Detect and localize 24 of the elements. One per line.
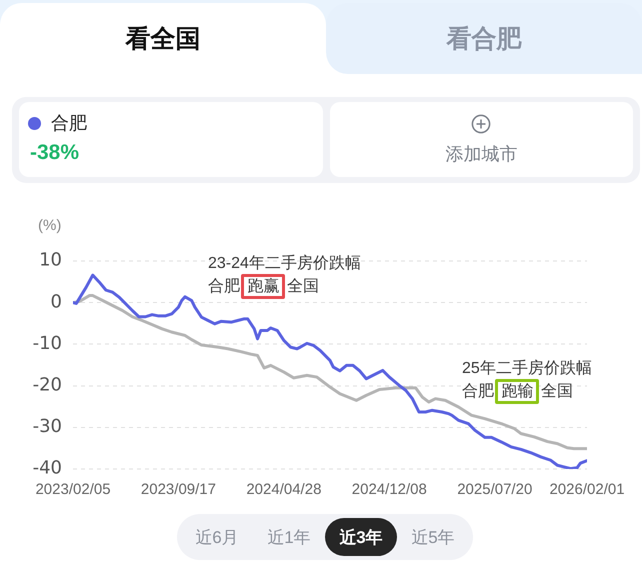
y-tick-label: 0 bbox=[50, 291, 62, 312]
y-tick-label: -20 bbox=[32, 374, 62, 396]
y-tick-label: -40 bbox=[32, 458, 62, 479]
x-tick-label: 2024/12/08 bbox=[352, 481, 427, 498]
annotation: 合肥 跑赢 全国 bbox=[208, 276, 319, 297]
range-button[interactable]: 近6月 bbox=[181, 518, 253, 556]
annotation: 25年二手房价跌幅 bbox=[462, 358, 592, 379]
x-tick-label: 2023/09/17 bbox=[140, 481, 216, 498]
range-button[interactable]: 近5年 bbox=[397, 518, 469, 556]
y-axis-title: (%) bbox=[38, 217, 62, 234]
x-tick-label: 2023/02/05 bbox=[35, 481, 111, 498]
y-tick-label: -10 bbox=[32, 332, 62, 354]
annotation: 23-24年二手房价跌幅 bbox=[208, 254, 361, 274]
x-tick-label: 2025/07/20 bbox=[457, 481, 532, 498]
y-tick-label: 10 bbox=[39, 250, 62, 271]
legend-label: 合肥 bbox=[51, 112, 87, 135]
range-button[interactable]: 近1年 bbox=[253, 518, 325, 556]
y-tick-label: -30 bbox=[32, 416, 62, 438]
city-card: 合肥 -38% bbox=[19, 102, 323, 177]
x-tick-label: 2026/02/01 bbox=[549, 481, 625, 498]
add-city-button[interactable]: 添加城市 bbox=[330, 102, 633, 177]
range-button[interactable]: 近3年 bbox=[325, 518, 397, 556]
annotation: 合肥 跑输 全国 bbox=[462, 382, 573, 402]
x-tick-label: 2024/04/28 bbox=[246, 481, 322, 498]
